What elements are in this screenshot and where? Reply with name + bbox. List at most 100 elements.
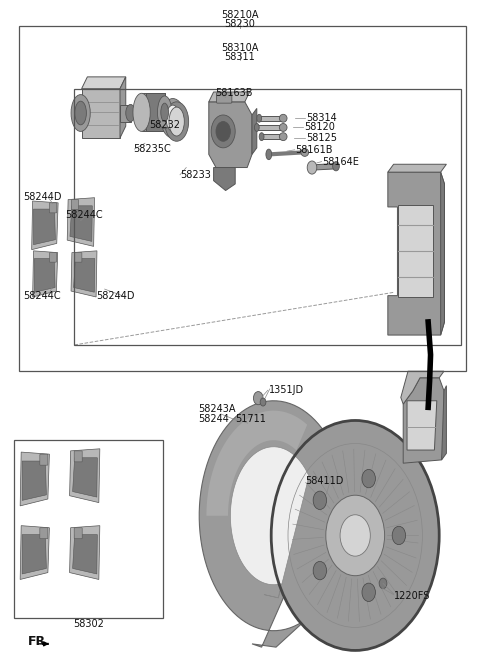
Ellipse shape — [279, 114, 287, 122]
FancyBboxPatch shape — [49, 203, 57, 213]
Text: 51711: 51711 — [235, 413, 266, 424]
Polygon shape — [67, 198, 95, 246]
Text: 58244D: 58244D — [23, 192, 61, 202]
Polygon shape — [35, 258, 55, 292]
Polygon shape — [82, 89, 120, 138]
Ellipse shape — [279, 124, 287, 131]
Ellipse shape — [362, 469, 375, 487]
Ellipse shape — [257, 114, 262, 122]
Ellipse shape — [169, 107, 184, 136]
Ellipse shape — [362, 583, 375, 602]
Polygon shape — [72, 535, 97, 574]
Ellipse shape — [259, 133, 264, 141]
Text: 58314: 58314 — [306, 113, 337, 124]
Ellipse shape — [161, 103, 168, 122]
Ellipse shape — [216, 122, 230, 141]
Polygon shape — [146, 93, 165, 131]
Polygon shape — [442, 386, 446, 460]
Text: 58120: 58120 — [304, 122, 335, 133]
Ellipse shape — [301, 148, 309, 156]
Text: 58244C: 58244C — [65, 210, 102, 220]
Ellipse shape — [392, 526, 406, 545]
Ellipse shape — [313, 491, 326, 510]
Polygon shape — [398, 205, 433, 297]
Text: 58411D: 58411D — [305, 476, 344, 486]
Text: 58244: 58244 — [198, 413, 228, 424]
Polygon shape — [401, 371, 444, 404]
Polygon shape — [20, 526, 49, 579]
Ellipse shape — [271, 420, 439, 650]
Ellipse shape — [165, 102, 189, 141]
FancyBboxPatch shape — [49, 252, 57, 262]
Polygon shape — [230, 447, 309, 598]
Text: 58310A: 58310A — [221, 43, 259, 53]
Polygon shape — [73, 258, 95, 292]
Polygon shape — [199, 401, 341, 647]
Polygon shape — [20, 452, 49, 506]
Ellipse shape — [266, 149, 272, 160]
Polygon shape — [142, 93, 165, 131]
FancyBboxPatch shape — [74, 451, 82, 462]
Text: 58233: 58233 — [180, 170, 211, 180]
Ellipse shape — [75, 101, 86, 125]
Bar — [74, 89, 461, 345]
Ellipse shape — [161, 99, 185, 138]
Text: 58164E: 58164E — [323, 156, 360, 167]
Ellipse shape — [133, 93, 150, 131]
Ellipse shape — [379, 578, 387, 589]
Polygon shape — [257, 125, 283, 130]
Polygon shape — [259, 116, 283, 121]
Text: 58235C: 58235C — [133, 144, 171, 154]
FancyBboxPatch shape — [40, 454, 48, 465]
Polygon shape — [209, 92, 250, 102]
FancyBboxPatch shape — [75, 252, 82, 262]
FancyBboxPatch shape — [40, 528, 48, 539]
Polygon shape — [262, 134, 283, 139]
Text: 58243A: 58243A — [198, 403, 235, 414]
Ellipse shape — [157, 96, 172, 129]
Text: 58302: 58302 — [73, 619, 104, 629]
Polygon shape — [388, 172, 444, 335]
Polygon shape — [34, 209, 55, 244]
Ellipse shape — [333, 162, 339, 171]
Polygon shape — [71, 251, 97, 297]
Polygon shape — [22, 461, 47, 501]
FancyBboxPatch shape — [216, 93, 232, 103]
Ellipse shape — [326, 495, 384, 576]
Ellipse shape — [313, 561, 326, 579]
Ellipse shape — [126, 104, 135, 122]
Polygon shape — [32, 201, 58, 250]
Polygon shape — [120, 77, 126, 138]
Ellipse shape — [260, 398, 266, 406]
Ellipse shape — [254, 124, 259, 131]
Text: 58163B: 58163B — [215, 88, 252, 99]
Bar — [19, 26, 466, 371]
Polygon shape — [209, 102, 252, 168]
Text: 58125: 58125 — [306, 133, 337, 143]
Text: 1220FS: 1220FS — [394, 591, 430, 601]
Polygon shape — [70, 449, 100, 503]
Polygon shape — [70, 206, 92, 241]
Polygon shape — [33, 251, 58, 297]
Ellipse shape — [307, 161, 317, 174]
Polygon shape — [120, 105, 131, 122]
Text: 58230: 58230 — [225, 19, 255, 30]
Bar — [14, 440, 163, 618]
Polygon shape — [214, 168, 235, 191]
Polygon shape — [441, 172, 444, 335]
Polygon shape — [72, 458, 97, 497]
Text: 58244C: 58244C — [23, 291, 60, 302]
Text: 58210A: 58210A — [221, 10, 259, 20]
Text: 58232: 58232 — [149, 120, 180, 130]
Polygon shape — [82, 77, 126, 89]
Polygon shape — [388, 164, 446, 172]
Text: 58161B: 58161B — [296, 145, 333, 155]
Text: 1351JD: 1351JD — [269, 385, 304, 396]
Ellipse shape — [71, 95, 90, 131]
Polygon shape — [252, 108, 257, 154]
Polygon shape — [403, 378, 444, 463]
Ellipse shape — [253, 392, 263, 405]
Text: 58311: 58311 — [225, 52, 255, 62]
Polygon shape — [70, 526, 100, 579]
Text: FR.: FR. — [28, 635, 51, 648]
